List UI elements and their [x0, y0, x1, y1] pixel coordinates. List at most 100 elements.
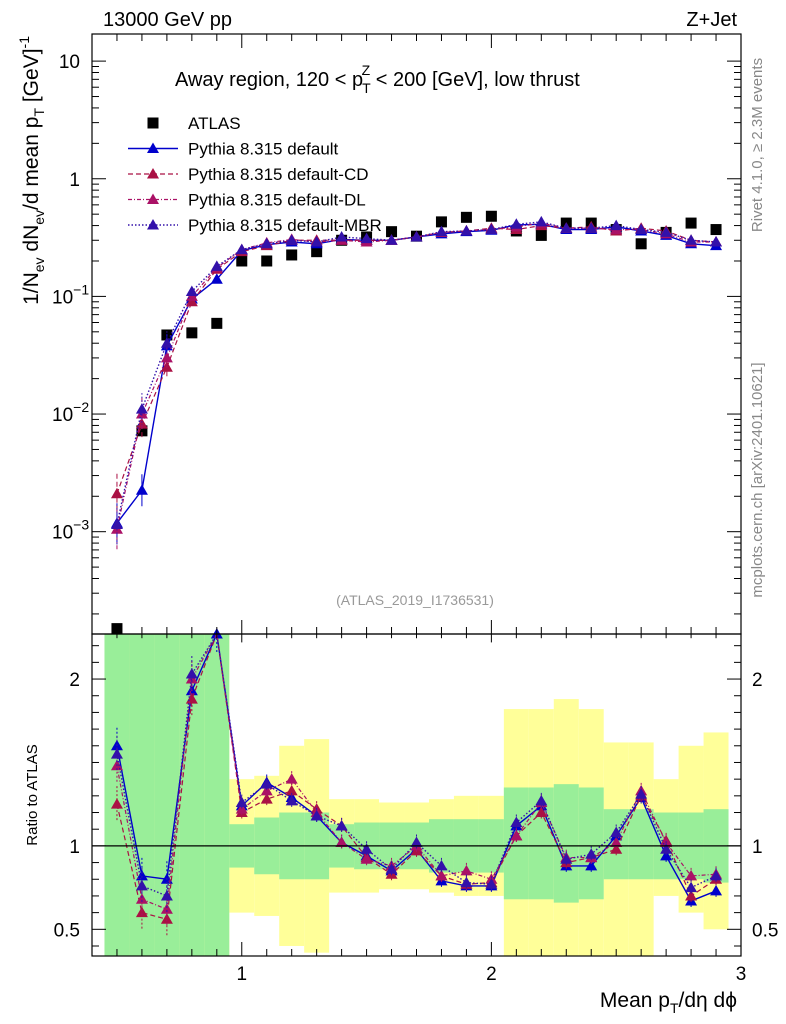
mbr-ratio-point — [710, 869, 723, 881]
atlas-point — [136, 425, 148, 437]
main-y-tick-exp: −2 — [73, 399, 89, 415]
dl-ratio-point — [510, 829, 523, 841]
dl-ratio-point — [135, 893, 148, 904]
mbr-main-point — [485, 223, 498, 235]
main-y-tick-label: 10−2 — [52, 399, 89, 426]
dl-ratio-point — [435, 869, 448, 881]
ratio-band-green-bin — [578, 787, 604, 900]
main-y-tick-label: 10−1 — [52, 281, 89, 308]
ylabel-part-c-sub: T — [31, 108, 47, 117]
dl-main-line — [116, 222, 717, 530]
mbr-main-point — [385, 234, 398, 245]
mbr-main-point — [660, 226, 673, 237]
cd-main-line — [116, 224, 717, 494]
dl-ratio-point — [685, 869, 698, 881]
atlas-point — [710, 224, 722, 236]
mbr-ratio-point — [235, 796, 248, 808]
mbr-main-point — [585, 222, 598, 233]
mbr-main-point — [335, 230, 348, 242]
ratio-band-green-bin — [553, 784, 579, 903]
main-y-tick-base: 10 — [52, 405, 73, 426]
dl-ratio-point — [160, 903, 173, 914]
mbr-ratio-point — [535, 794, 548, 806]
default-ratio-point — [710, 884, 723, 896]
cd-ratio-point — [160, 913, 173, 924]
ratio-y-tick-label-right: 1 — [752, 837, 763, 858]
default-main-line — [116, 223, 717, 524]
atlas-point — [635, 238, 647, 250]
default-main-point — [135, 484, 148, 495]
mbr-main-point — [410, 230, 423, 242]
mbr-main-point — [210, 260, 223, 271]
mbr-main-point — [560, 222, 573, 233]
energy-label: 13000 GeV pp — [103, 9, 232, 31]
ratio-band-green-bin — [628, 809, 654, 880]
main-y-tick-exp: −1 — [73, 281, 89, 297]
atlas-point — [236, 255, 248, 267]
legend-marker-cd — [147, 168, 159, 179]
mbr-ratio-point — [385, 863, 398, 874]
mbr-ratio-point — [260, 778, 273, 789]
xlabel-part-a-sub: T — [670, 1000, 679, 1016]
cd-ratio-point — [535, 806, 548, 818]
mbr-main-point — [360, 232, 373, 244]
mbr-ratio-point — [585, 848, 598, 859]
dl-main-point — [160, 351, 173, 363]
side-mcplots-label: mcplots.cern.ch [arXiv:2401.10621] — [749, 362, 766, 597]
atlas-point — [435, 216, 447, 228]
atlas-point — [460, 211, 472, 223]
plot-title-sub: T — [362, 80, 371, 96]
legend-label-cd: Pythia 8.315 default-CD — [188, 165, 369, 184]
ylabel-part-b-sub: ev — [31, 210, 47, 225]
atlas-point — [211, 317, 223, 329]
cd-ratio-point — [285, 784, 298, 796]
mbr-ratio-point — [160, 889, 173, 901]
x-tick-label: 2 — [486, 964, 497, 985]
legend-label-dl: Pythia 8.315 default-DL — [188, 191, 366, 210]
dl-ratio-point — [285, 773, 298, 784]
atlas-point — [261, 255, 273, 267]
mbr-ratio-point — [485, 878, 498, 889]
cd-ratio-point — [135, 906, 148, 918]
main-y-axis-label: 1/Nev dNev/d mean pT [GeV]-1 — [16, 36, 47, 305]
mbr-main-line — [116, 221, 717, 525]
legend-marker-dl — [147, 193, 159, 204]
mbr-ratio-point — [635, 788, 648, 799]
mbr-main-point — [435, 225, 448, 237]
ratio-y-tick-label-left: 2 — [69, 670, 80, 691]
mbr-main-point — [685, 234, 698, 245]
ylabel-part-d: [GeV] — [20, 48, 43, 108]
ratio-y-axis-label: Ratio to ATLAS — [24, 744, 41, 845]
x-tick-label: 3 — [736, 964, 747, 985]
main-y-tick-base: 10 — [59, 52, 80, 73]
mbr-main-point — [160, 337, 173, 348]
mbr-main-point — [235, 243, 248, 255]
mbr-ratio-point — [285, 794, 298, 806]
mbr-ratio-point — [110, 748, 123, 759]
mbr-main-point — [610, 219, 623, 231]
atlas-point — [386, 226, 398, 238]
cd-ratio-point — [110, 798, 123, 809]
main-y-tick-label: 10−3 — [52, 517, 89, 544]
plot-title-sup: Z — [362, 62, 371, 78]
cd-ratio-point — [685, 889, 698, 901]
main-y-tick-base: 1 — [69, 170, 80, 191]
atlas-point — [485, 210, 497, 222]
legend-marker-mbr — [147, 219, 159, 230]
ratio-band-green-bin — [204, 634, 230, 956]
ratio-y-tick-label-left: 1 — [69, 837, 80, 858]
dl-ratio-point — [360, 853, 373, 864]
legend-label-default: Pythia 8.315 default — [188, 140, 339, 159]
mbr-main-point — [285, 234, 298, 245]
legend-label-atlas: ATLAS — [188, 114, 241, 133]
watermark: (ATLAS_2019_I1736531) — [336, 592, 494, 608]
mbr-main-point — [110, 518, 123, 530]
mbr-ratio-point — [460, 876, 473, 888]
mbr-ratio-point — [660, 843, 673, 854]
plot-title-tail: < 200 [GeV], low thrust — [370, 69, 580, 91]
mbr-main-point — [460, 224, 473, 236]
ylabel-part-a-sub: ev — [31, 257, 47, 272]
mbr-ratio-point — [560, 853, 573, 864]
